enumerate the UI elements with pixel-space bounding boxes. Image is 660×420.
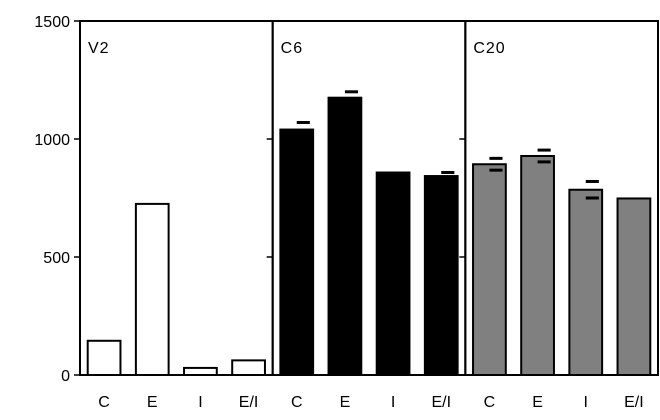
bar-c6-2 <box>327 96 363 376</box>
x-tick-label-v2-1: C <box>98 394 110 411</box>
bar-v2-1 <box>86 339 122 376</box>
panel-label-c6: C6 <box>281 40 303 57</box>
x-tick-label-c20-1: C <box>484 394 496 411</box>
x-tick-label-v2-4: E/I <box>239 394 259 411</box>
x-tick-label-c20-4: E/I <box>624 394 644 411</box>
bar-v2-4 <box>231 359 266 377</box>
y-tick-label-0: 0 <box>61 368 70 385</box>
y-tick-label-2: 1000 <box>34 132 70 149</box>
panel-frame-v2 <box>79 20 274 376</box>
bar-c6-3 <box>375 171 411 376</box>
bar-c20-3 <box>568 188 604 376</box>
x-tick-label-c6-2: E <box>340 394 351 411</box>
bar-v2-2 <box>134 202 170 376</box>
labels: C E I E/I V2 C E I E/I C6 C E I E/I C20 0 500 1000 1500 <box>34 14 643 411</box>
bar-c6-4 <box>423 175 459 376</box>
panel-frame-c20 <box>464 20 660 376</box>
bar-c20-4 <box>616 197 652 376</box>
bar-c20-2 <box>520 154 555 376</box>
bar-c20-1 <box>472 163 507 376</box>
x-tick-label-c6-4: E/I <box>431 394 451 411</box>
x-tick-label-v2-3: I <box>198 394 202 411</box>
x-tick-label-c6-1: C <box>291 394 303 411</box>
panel-frames <box>79 20 660 376</box>
bar-c6-1 <box>279 128 315 376</box>
x-tick-label-v2-2: E <box>147 394 158 411</box>
bars <box>86 96 652 377</box>
bar-v2-3 <box>183 366 218 377</box>
error-bars <box>296 90 599 200</box>
panel-label-v2: V2 <box>88 40 110 57</box>
axis-ticks <box>74 20 466 376</box>
y-tick-label-1: 500 <box>43 250 70 267</box>
panel-label-c20: C20 <box>473 40 505 57</box>
y-tick-label-3: 1500 <box>34 14 70 31</box>
x-tick-label-c20-2: E <box>532 394 543 411</box>
x-tick-label-c6-3: I <box>391 394 395 411</box>
x-tick-label-c20-3: I <box>584 394 588 411</box>
